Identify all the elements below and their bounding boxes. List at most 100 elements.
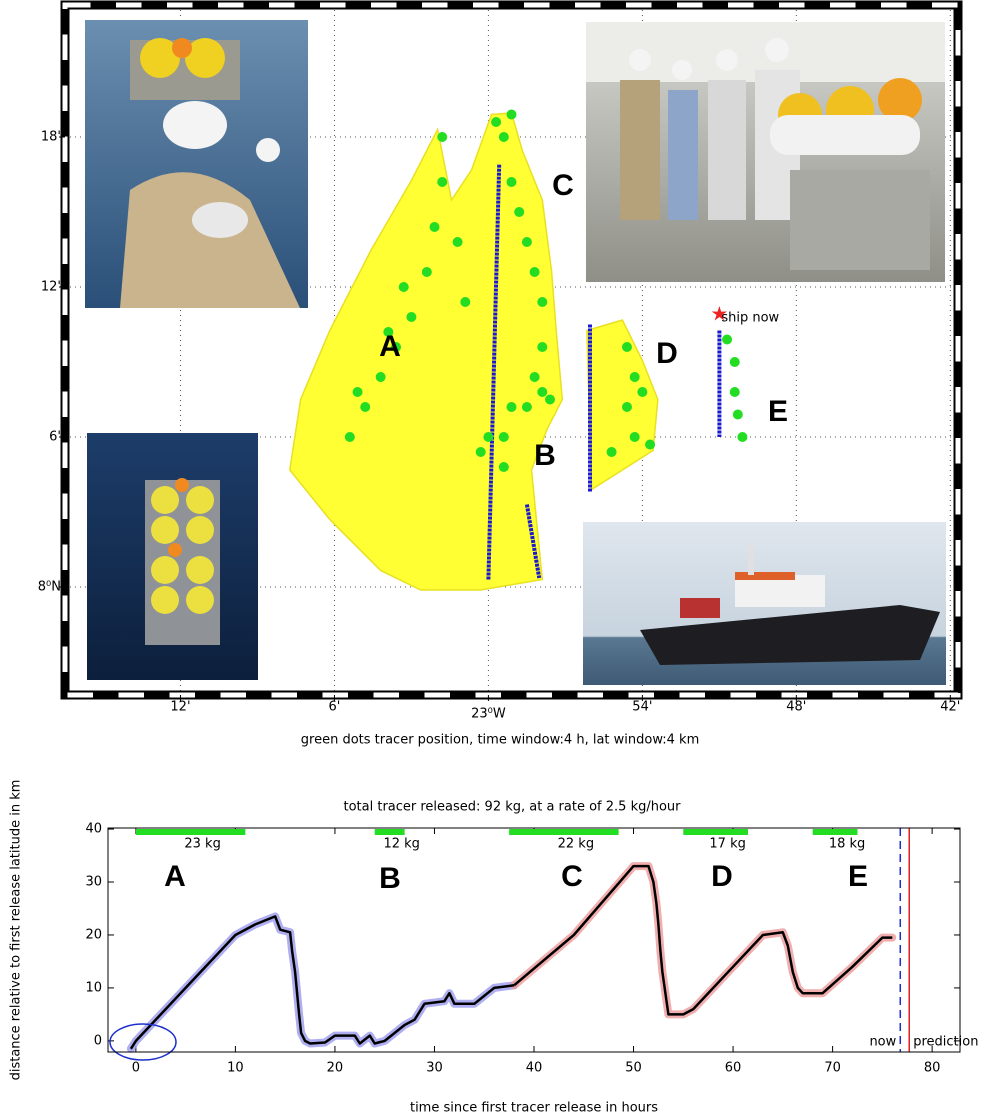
tracer-dot (606, 447, 617, 457)
y-tick-label: 6' (49, 430, 61, 445)
phase-label: C (561, 860, 583, 893)
y-tick-label: 40 (85, 822, 102, 837)
ship-track (486, 163, 722, 580)
tracer-dot (498, 432, 509, 442)
photo-ship (583, 522, 946, 685)
tracer-dot (360, 402, 371, 412)
start-highlight (109, 1023, 177, 1061)
release-label: 12 kg (383, 837, 419, 852)
plot-frame (107, 827, 961, 1053)
tracer-dot (729, 357, 740, 367)
photo-crew (586, 22, 945, 282)
tracer-dot (398, 282, 409, 292)
photo-instrument-water (87, 433, 258, 680)
phase-label: B (379, 862, 401, 895)
x-tick-label: 40 (526, 1061, 543, 1076)
tracer-dot (475, 447, 486, 457)
tracer-dot (491, 117, 502, 127)
tracer-dot (383, 327, 394, 337)
tracer-dot (732, 409, 743, 420)
region-label: A (379, 330, 401, 363)
tracer-dot (429, 222, 440, 232)
tracer-dot (621, 342, 632, 352)
tracer-dot (437, 177, 448, 187)
release-label: 18 kg (829, 837, 865, 852)
map-frame-pattern (62, 2, 961, 698)
photos (85, 20, 946, 685)
tracer-dot (629, 432, 640, 442)
track-line (129, 915, 515, 1050)
y-tick-label: 8⁰N (38, 580, 61, 595)
marker-label: now (869, 1035, 896, 1050)
region-label: E (768, 395, 788, 428)
tracer-dot (737, 432, 748, 442)
tracer-dot (506, 109, 517, 120)
chart-title: total tracer released: 92 kg, at a rate … (343, 800, 681, 815)
tracer-dot (621, 402, 632, 412)
tracer-dot (537, 342, 548, 352)
release-label: 17 kg (709, 837, 745, 852)
tracer-dot (521, 402, 532, 412)
tracer-dot (729, 387, 740, 397)
plot-area (108, 828, 960, 1052)
marker-label: prediction (913, 1035, 978, 1050)
tracer-area (289, 112, 564, 591)
region-label: C (552, 169, 574, 202)
map-content (65, 5, 958, 695)
tracer-dot (544, 394, 555, 405)
tracer-dot (421, 267, 432, 277)
ship-position (711, 306, 727, 321)
tracer-dot (391, 342, 402, 352)
tracer-dot (506, 402, 517, 412)
tracer-dot (452, 237, 463, 247)
tracer-dot (537, 297, 548, 307)
y-tick-label: 12' (41, 280, 61, 295)
tracer-dot (352, 387, 363, 397)
phase-label: A (164, 860, 186, 893)
x-tick-label: 10 (227, 1061, 244, 1076)
region-label: D (656, 337, 678, 370)
x-tick-label: 54' (632, 700, 652, 715)
x-tick-label: 6' (329, 700, 341, 715)
phase-label: E (848, 860, 868, 893)
x-tick-label: 0 (132, 1061, 140, 1076)
photo-instrument-crane (85, 20, 308, 308)
tracer-dot (537, 387, 548, 397)
x-tick-label: 12' (170, 700, 190, 715)
x-tick-label: 80 (924, 1061, 941, 1076)
tracer-dot (529, 372, 540, 382)
tracer-dot (375, 372, 386, 382)
y-tick-label: 18' (41, 130, 61, 145)
x-tick-label: 42' (940, 700, 960, 715)
release-label: 22 kg (558, 837, 594, 852)
tracer-dot (498, 462, 509, 472)
track-line (513, 864, 893, 1016)
y-axis-label: distance relative to first release latit… (9, 780, 24, 1081)
release-label: 23 kg (184, 837, 220, 852)
tracer-dot (629, 372, 640, 382)
x-tick-label: 30 (426, 1061, 443, 1076)
tracer-dot (483, 432, 494, 442)
tracer-dot (514, 207, 525, 217)
tracer-dot (521, 237, 532, 247)
map-caption: green dots tracer position, time window:… (301, 733, 699, 748)
y-tick-label: 10 (85, 980, 102, 995)
tracer-dot (637, 387, 648, 397)
y-tick-label: 20 (85, 927, 102, 942)
y-tick-label: 30 (85, 875, 102, 890)
tracer-dot (529, 267, 540, 277)
phase-label: D (711, 860, 733, 893)
tracer-dot (460, 297, 471, 307)
plot: total tracer released: 92 kg, at a rate … (9, 780, 979, 1116)
tracer-dot (506, 177, 517, 187)
y-tick-label: 0 (94, 1033, 102, 1048)
x-tick-label: 70 (824, 1061, 841, 1076)
tracer-dot (437, 132, 448, 142)
tracer-dot (498, 132, 509, 142)
tracer-dot (344, 432, 355, 442)
region-label: B (534, 439, 556, 472)
x-tick-label: 48' (786, 700, 806, 715)
tracer-area (586, 319, 659, 491)
tracer-dot (722, 334, 733, 345)
